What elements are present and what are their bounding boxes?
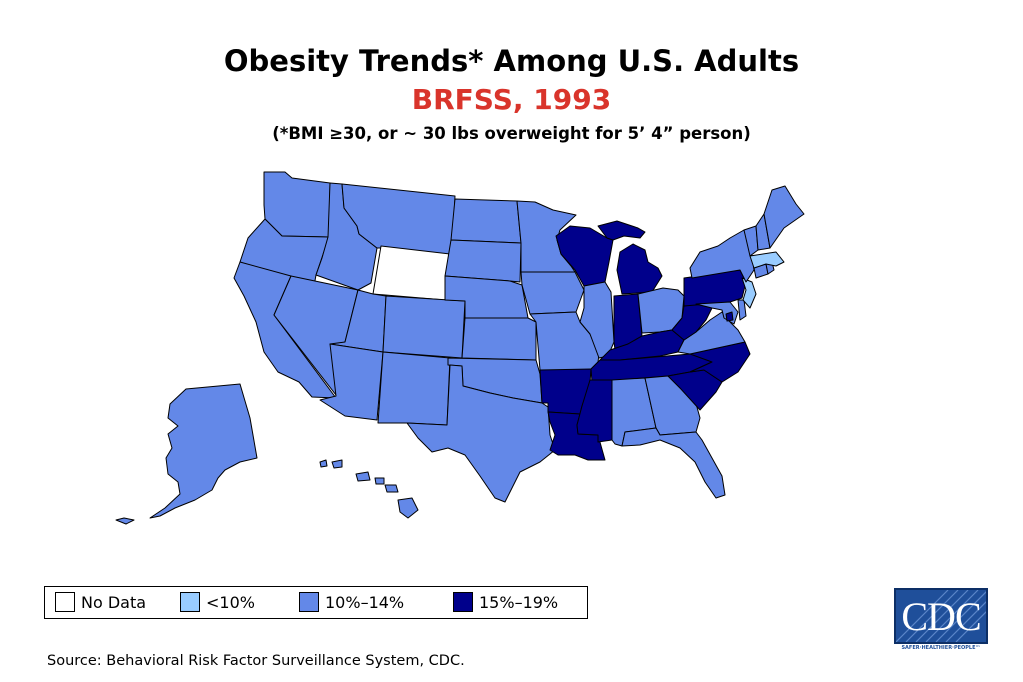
state-ND [450,198,522,244]
cdc-logo: CDC SAFER·HEALTHIER·PEOPLE™ [894,588,988,652]
state-HI-4 [374,477,385,485]
source-citation: Source: Behavioral Risk Factor Surveilla… [47,653,465,669]
bmi-note: (*BMI ≥30, or ~ 30 lbs overweight for 5’… [272,124,751,143]
map-subtitle: BRFSS, 1993 [411,83,612,116]
state-HI-6 [397,497,419,519]
state-HI-3 [355,471,371,482]
state-KS [461,317,537,361]
legend-label-10-14: 10%–14% [325,593,405,612]
state-TX [406,364,556,503]
state-NM [377,351,451,426]
legend-swatch-10-14 [299,592,319,612]
state-shapes [115,171,805,525]
state-AK-islands [115,517,135,525]
state-HI-1 [319,459,328,468]
legend: No Data <10% 10%–14% 15%–19% [44,586,588,619]
state-HI-5 [384,484,399,493]
cdc-logo-box: CDC [894,588,988,644]
state-NC [689,341,751,383]
legend-label-15-19: 15%–19% [479,593,559,612]
cdc-logo-tagline: SAFER·HEALTHIER·PEOPLE™ [901,645,981,651]
state-IA [520,271,585,315]
state-DC [725,311,734,322]
legend-swatch-15-19 [453,592,473,612]
state-HI-2 [331,459,343,469]
state-AK [149,383,258,519]
legend-swatch-lt10 [180,592,200,612]
state-MA [749,251,785,269]
state-FL [621,427,726,499]
state-MI [597,220,663,295]
state-DE [737,299,747,321]
state-SD [444,239,522,283]
legend-label-lt10: <10% [206,593,255,612]
cdc-logo-stripes [896,590,986,642]
state-CO [382,295,466,359]
state-WI [555,225,614,287]
state-WY [372,245,451,301]
cdc-logo-text: CDC [901,594,981,639]
legend-label-no-data: No Data [81,593,147,612]
map-title: Obesity Trends* Among U.S. Adults [223,44,800,78]
state-ME [763,185,805,249]
legend-swatch-no-data [55,592,75,612]
state-NJ [741,277,757,309]
